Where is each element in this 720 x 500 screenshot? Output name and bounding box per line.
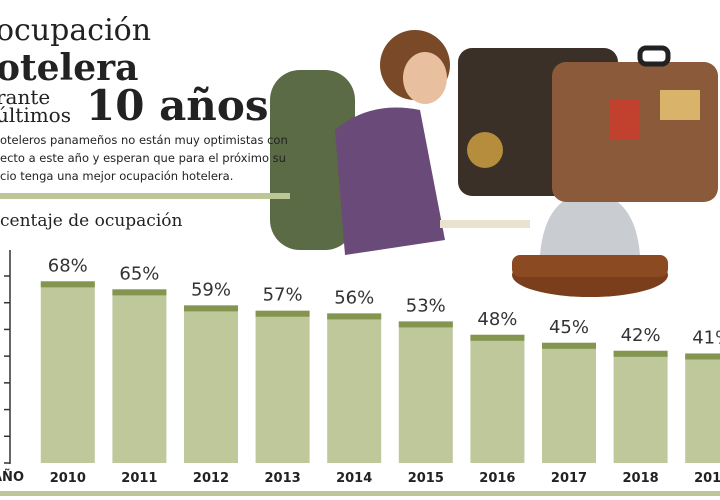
value-label: 53%	[406, 295, 446, 316]
x-tick-label: 2011	[121, 471, 157, 486]
title-line: últimos	[0, 103, 71, 127]
bar	[613, 350, 668, 463]
value-label: 56%	[334, 287, 374, 308]
bar-cap	[40, 281, 95, 288]
value-label: 41%	[692, 327, 720, 348]
value-label: 65%	[119, 263, 159, 284]
bar-cap	[255, 310, 310, 317]
intro-text: oteleros panameños no están muy optimist…	[0, 133, 288, 147]
bar	[40, 281, 95, 463]
bar	[398, 321, 453, 463]
photo	[270, 30, 718, 297]
x-tick-label: 2016	[479, 471, 515, 486]
title-line: ocupación	[0, 13, 151, 48]
bar-cap	[398, 321, 453, 328]
bar-cap	[613, 350, 668, 357]
bar-cap	[685, 353, 720, 360]
x-tick-label: 2012	[193, 471, 229, 486]
bar-cap	[112, 289, 167, 296]
x-tick-label: 2017	[551, 471, 587, 486]
bar	[470, 334, 525, 463]
title-line: 10 años	[86, 81, 268, 130]
x-tick-label: 2010	[50, 471, 86, 486]
bar-cap	[542, 342, 596, 349]
bar-cap	[184, 305, 238, 312]
x-tick-label: 2015	[408, 471, 444, 486]
bar	[542, 342, 596, 463]
x-axis-label: AÑO	[0, 469, 24, 485]
x-tick-label: 2019	[694, 471, 720, 486]
intro-text: ecto a este año y esperan que para el pr…	[0, 151, 286, 165]
value-label: 59%	[191, 279, 231, 300]
intro-text: cio tenga una mejor ocupación hotelera.	[0, 169, 233, 183]
bar	[255, 310, 310, 463]
value-label: 42%	[621, 325, 661, 346]
x-tick-label: 2014	[336, 471, 372, 486]
value-label: 48%	[477, 309, 517, 330]
value-label: 57%	[263, 285, 303, 306]
x-tick-label: 2013	[265, 471, 301, 486]
bar-cap	[470, 334, 525, 341]
title-line: otelera	[0, 47, 138, 89]
divider	[0, 193, 290, 199]
chart-title: centaje de ocupación	[0, 211, 182, 231]
bar	[112, 289, 167, 463]
bar	[184, 305, 238, 463]
x-tick-label: 2018	[623, 471, 659, 486]
bar	[327, 313, 382, 463]
value-label: 68%	[48, 255, 88, 276]
divider	[0, 491, 720, 496]
value-label: 45%	[549, 317, 589, 338]
bar-cap	[327, 313, 382, 320]
title-line: rante	[0, 85, 50, 109]
bar	[685, 353, 720, 463]
